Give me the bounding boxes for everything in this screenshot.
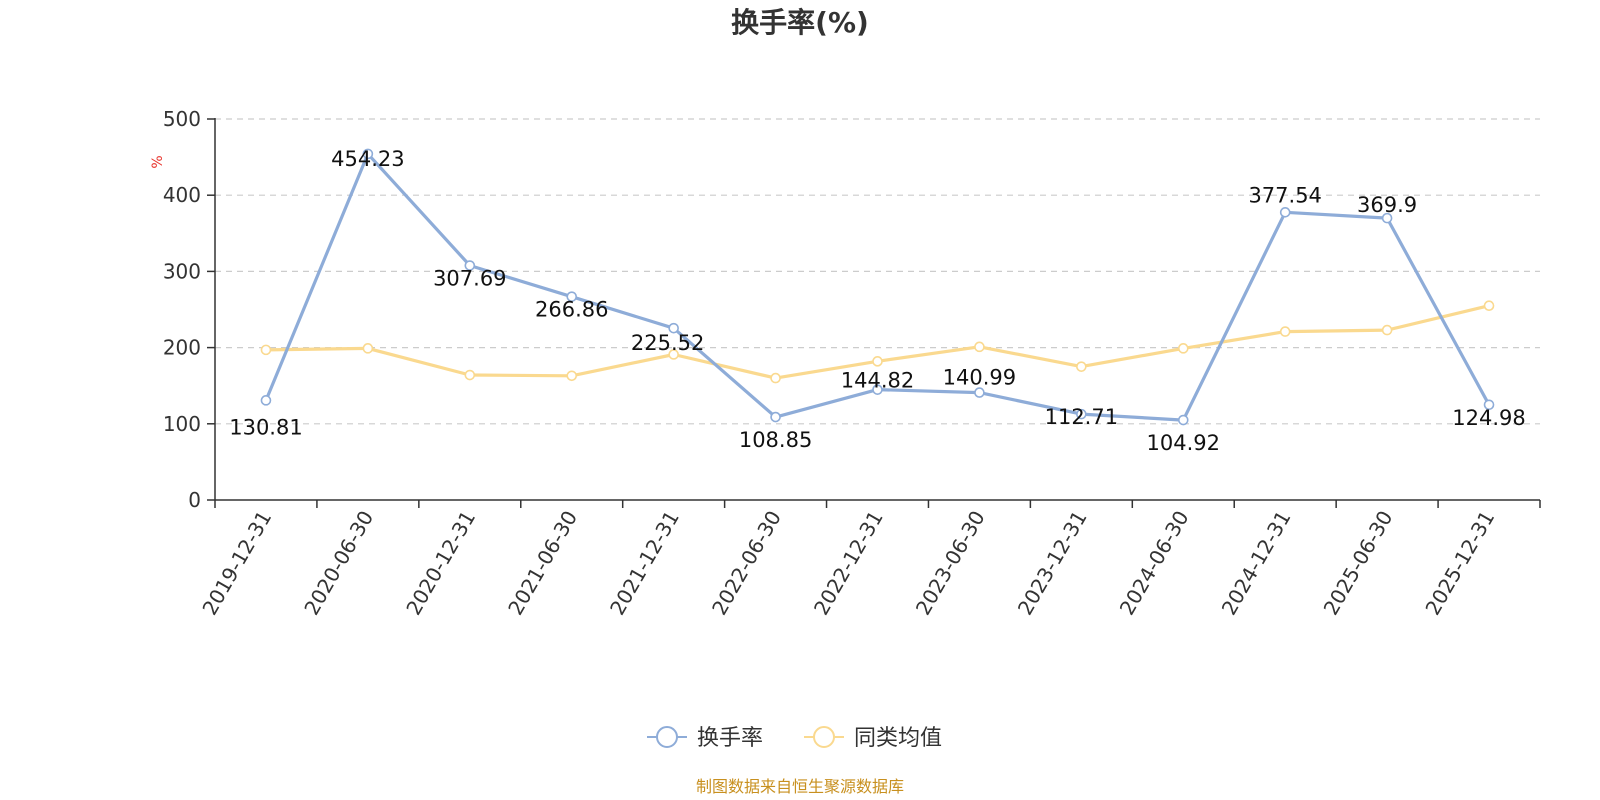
data-label: 124.98 [1452, 406, 1525, 430]
axes: 0 100 200 300 400 500 2019-12-31 2020-06-30 2020… [163, 107, 1541, 620]
data-label: 108.85 [739, 428, 812, 452]
data-point[interactable] [566, 370, 578, 382]
x-tick-label: 2020-12-31 [401, 507, 480, 620]
series-1 [260, 300, 1495, 384]
y-tick-label: 100 [163, 412, 201, 436]
x-tick-label: 2025-06-30 [1319, 507, 1398, 620]
data-point[interactable] [1076, 408, 1087, 420]
x-tick-label: 2024-06-30 [1115, 507, 1194, 620]
data-point[interactable] [974, 341, 985, 353]
data-point[interactable] [1279, 326, 1291, 337]
data-point[interactable] [1076, 361, 1087, 372]
data-label: 225.52 [631, 331, 704, 355]
x-tick-label: 2025-12-31 [1420, 507, 1499, 620]
y-tick-label: 300 [163, 259, 201, 283]
data-point[interactable] [668, 322, 679, 334]
legend-label: 同类均值 [854, 726, 942, 751]
legend-item-1[interactable]: 同类均值 [804, 726, 942, 751]
x-tick-label: 2020-06-30 [299, 507, 378, 620]
data-point[interactable] [974, 387, 985, 398]
x-tick-label: 2024-12-31 [1217, 507, 1296, 620]
data-point[interactable] [362, 343, 374, 354]
series-0 [260, 148, 1495, 426]
x-tick-label: 2021-06-30 [503, 507, 582, 620]
y-tick-label: 500 [163, 107, 201, 131]
data-label: 130.81 [229, 415, 302, 439]
data-point[interactable] [260, 395, 272, 406]
data-point[interactable] [1177, 343, 1189, 354]
data-point[interactable] [1483, 300, 1495, 311]
y-tick-label: 400 [163, 183, 201, 207]
data-point[interactable] [260, 344, 272, 356]
y-tick-label: 200 [163, 336, 201, 360]
series-layer [260, 148, 1495, 426]
data-point[interactable] [362, 148, 374, 160]
legend-item-0[interactable]: 换手率 [647, 726, 763, 751]
data-point[interactable] [1279, 207, 1291, 218]
source-note: 制图数据来自恒生聚源数据库 [696, 777, 904, 796]
data-label: 369.9 [1357, 193, 1417, 217]
x-tick-label: 2021-12-31 [605, 507, 684, 620]
data-label: 140.99 [943, 366, 1016, 390]
x-tick-label: 2019-12-31 [197, 507, 276, 620]
data-labels: 130.81 454.23 307.69 266.86 225.52 108.85 144.… [229, 147, 1526, 455]
data-point[interactable] [668, 349, 679, 360]
data-label: 144.82 [841, 369, 914, 393]
y-tick-label: 0 [188, 488, 201, 512]
data-point[interactable] [464, 260, 476, 271]
legend-marker [813, 726, 835, 748]
chart-title: 换手率(%) [731, 6, 869, 39]
data-label: 454.23 [331, 147, 404, 171]
data-point[interactable] [1381, 212, 1393, 224]
data-point[interactable] [1483, 399, 1495, 411]
data-point[interactable] [770, 372, 781, 384]
x-tick-label: 2022-12-31 [809, 507, 888, 620]
data-point[interactable] [566, 291, 578, 302]
x-tick-label: 2023-12-31 [1013, 507, 1092, 620]
data-point[interactable] [464, 369, 476, 381]
legend-marker [656, 726, 678, 748]
x-tick-label: 2022-06-30 [707, 507, 786, 620]
data-label: 104.92 [1147, 431, 1220, 455]
data-label: 307.69 [433, 267, 506, 291]
series-line [265, 304, 1490, 380]
data-label: 377.54 [1248, 183, 1321, 207]
legend: 换手率 同类均值 [647, 726, 942, 751]
data-point[interactable] [1177, 414, 1189, 426]
data-label: 112.71 [1045, 405, 1118, 429]
data-point[interactable] [770, 411, 781, 423]
data-point[interactable] [1381, 324, 1393, 336]
data-label: 266.86 [535, 298, 608, 322]
data-point[interactable] [872, 356, 883, 367]
grid-lines [215, 118, 1540, 425]
y-axis-unit-label: % [150, 155, 166, 168]
x-tick-label: 2023-06-30 [911, 507, 990, 620]
legend-label: 换手率 [697, 726, 763, 751]
data-point[interactable] [872, 384, 883, 395]
